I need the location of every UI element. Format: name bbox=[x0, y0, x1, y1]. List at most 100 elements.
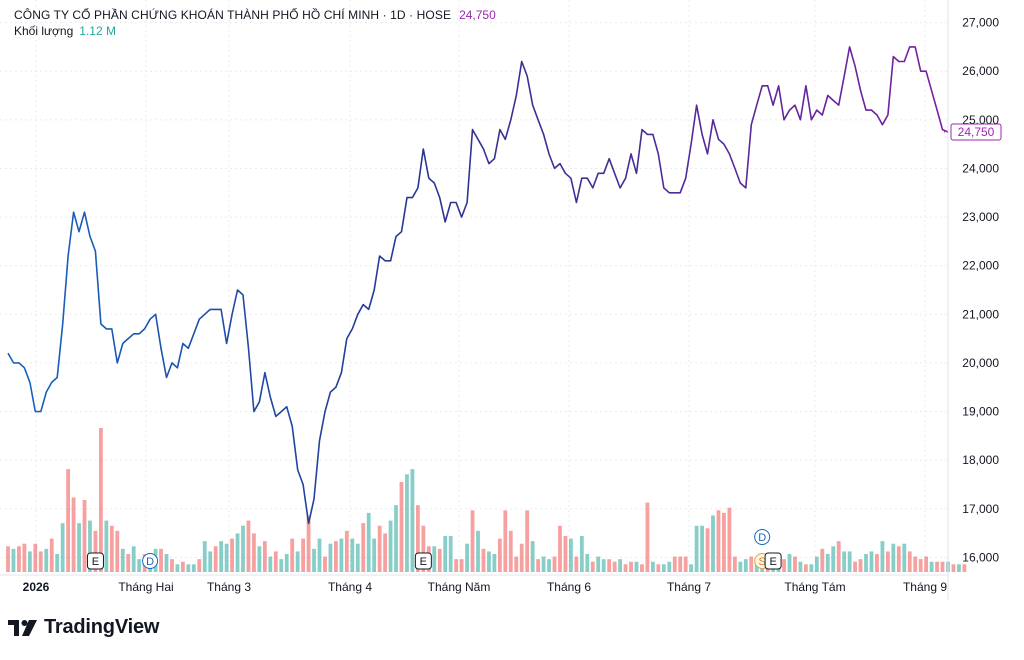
volume-bar bbox=[339, 538, 344, 572]
y-tick-label: 21,000 bbox=[962, 307, 999, 321]
volume-bar bbox=[656, 564, 661, 572]
y-tick-label: 24,000 bbox=[962, 161, 999, 175]
volume-bar bbox=[590, 561, 595, 572]
volume-bar bbox=[711, 515, 715, 572]
volume-bar bbox=[503, 510, 508, 572]
volume-bar bbox=[476, 530, 480, 572]
volume-bar bbox=[514, 556, 519, 572]
volume-bar bbox=[618, 559, 622, 572]
volume-bar bbox=[612, 561, 617, 572]
volume-bar bbox=[109, 525, 114, 572]
volume-bar bbox=[798, 561, 803, 572]
chart-legend: CÔNG TY CỔ PHẦN CHỨNG KHOÁN THÀNH PHỐ HỒ… bbox=[14, 7, 496, 39]
volume-bar bbox=[17, 546, 21, 572]
volume-bar bbox=[793, 556, 797, 572]
volume-bar bbox=[202, 541, 207, 572]
volume-bar bbox=[918, 559, 923, 572]
volume-bar bbox=[312, 548, 316, 572]
volume-bar bbox=[525, 510, 530, 572]
volume-bar bbox=[159, 548, 163, 572]
volume-bar bbox=[880, 541, 885, 572]
volume-bar bbox=[306, 515, 311, 572]
volume-bar bbox=[328, 543, 333, 572]
volume-bar bbox=[678, 556, 683, 572]
volume-bar bbox=[82, 500, 87, 572]
volume-bar bbox=[536, 559, 541, 572]
volume-bar bbox=[126, 554, 131, 572]
volume-bar bbox=[219, 541, 224, 572]
volume-bar bbox=[317, 538, 322, 572]
volume-bar bbox=[864, 554, 868, 572]
volume-bar bbox=[252, 533, 256, 572]
volume-bar bbox=[295, 551, 300, 572]
volume-bar bbox=[842, 551, 847, 572]
symbol-title[interactable]: CÔNG TY CỔ PHẦN CHỨNG KHOÁN THÀNH PHỐ HỒ… bbox=[14, 8, 452, 22]
volume-bar bbox=[661, 564, 666, 572]
volume-bar bbox=[415, 505, 420, 572]
volume-bar bbox=[530, 541, 535, 572]
volume-bar bbox=[230, 538, 234, 572]
volume-bar bbox=[399, 482, 404, 572]
volume-bar bbox=[935, 561, 939, 572]
volume-bar bbox=[875, 554, 879, 572]
volume-bar bbox=[716, 510, 721, 572]
volume-bar bbox=[487, 551, 491, 572]
event-marker-label: D bbox=[146, 556, 154, 568]
volume-bar bbox=[355, 543, 360, 572]
volume-bar bbox=[465, 543, 469, 572]
volume-bar bbox=[175, 564, 180, 572]
volume-bar bbox=[120, 548, 125, 572]
volume-bar bbox=[344, 530, 349, 572]
x-tick-label: Tháng 7 bbox=[667, 580, 711, 594]
x-tick-label: Tháng 9 bbox=[903, 580, 947, 594]
volume-bar bbox=[727, 507, 732, 572]
event-marker-label: E bbox=[420, 556, 427, 568]
volume-bar bbox=[924, 556, 929, 572]
x-tick-label: Tháng 6 bbox=[547, 580, 591, 594]
volume-bar bbox=[640, 564, 644, 572]
volume-bar bbox=[853, 561, 857, 572]
volume-bar bbox=[519, 543, 524, 572]
tradingview-brand[interactable]: TradingView bbox=[8, 616, 159, 639]
volume-bar bbox=[787, 554, 792, 572]
volume-bar bbox=[66, 469, 71, 572]
volume-bar bbox=[814, 556, 819, 572]
volume-bar bbox=[60, 523, 65, 572]
volume-value: 1.12 M bbox=[79, 24, 116, 38]
volume-bar bbox=[11, 548, 16, 572]
volume-bar bbox=[645, 502, 650, 572]
volume-bar bbox=[454, 559, 459, 572]
event-marker-label: E bbox=[769, 556, 776, 568]
volume-bar bbox=[700, 525, 704, 572]
x-tick-label: 2026 bbox=[23, 580, 50, 594]
volume-bar bbox=[88, 520, 92, 572]
last-price-box bbox=[950, 123, 1002, 141]
volume-bar bbox=[93, 530, 98, 572]
dividend-marker: D bbox=[142, 553, 159, 569]
volume-bar bbox=[115, 530, 120, 572]
x-tick-label: Tháng Hai bbox=[118, 580, 173, 594]
volume-bar bbox=[940, 561, 945, 572]
volume-bar bbox=[323, 556, 327, 572]
volume-bars bbox=[6, 428, 967, 572]
volume-bar bbox=[284, 554, 289, 572]
x-tick-label: Tháng Năm bbox=[428, 580, 491, 594]
volume-bar bbox=[929, 561, 934, 572]
price-chart[interactable]: 27,000 26,000 25,000 24,000 23,000 22,000 21,0… bbox=[0, 0, 1024, 600]
volume-label: Khối lượng bbox=[14, 24, 74, 38]
volume-bar bbox=[372, 538, 377, 572]
volume-bar bbox=[563, 536, 568, 572]
y-tick-label: 27,000 bbox=[962, 16, 999, 30]
volume-bar bbox=[290, 538, 295, 572]
last-price: 24,750 bbox=[459, 8, 496, 22]
volume-bar bbox=[131, 546, 136, 572]
volume-bar bbox=[836, 541, 841, 572]
earnings-marker: E bbox=[86, 552, 104, 570]
y-tick-label: 18,000 bbox=[962, 453, 999, 467]
volume-bar bbox=[569, 538, 573, 572]
y-tick-label: 20,000 bbox=[962, 356, 999, 370]
volume-bar bbox=[732, 556, 737, 572]
volume-bar bbox=[907, 551, 912, 572]
volume-bar bbox=[623, 564, 628, 572]
volume-bar bbox=[334, 541, 338, 572]
